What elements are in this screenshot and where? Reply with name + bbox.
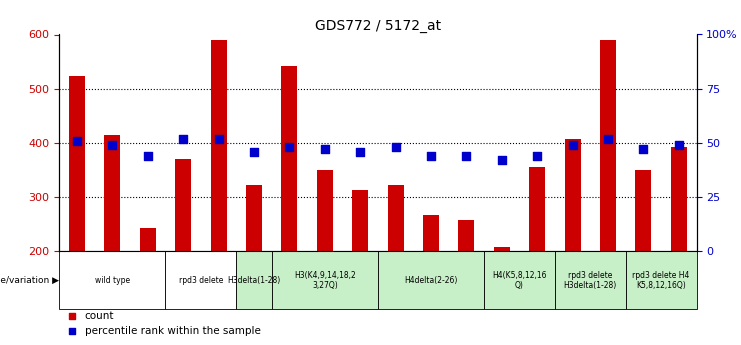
Bar [165,252,236,309]
Point [213,136,225,141]
Text: rpd3 delete H4
K5,8,12,16Q): rpd3 delete H4 K5,8,12,16Q) [633,270,690,290]
Point [602,136,614,141]
Point [637,147,649,152]
Point [107,142,119,148]
Bar [272,252,378,309]
Bar [282,67,297,252]
Point [567,142,579,148]
Bar [236,252,272,309]
Text: genotype/variation ▶: genotype/variation ▶ [0,276,59,285]
Bar [352,190,368,252]
Bar [388,185,404,252]
Bar [459,220,474,252]
Bar [529,167,545,252]
Bar [104,135,120,252]
Point [673,142,685,148]
Bar [317,170,333,252]
Bar [565,139,581,252]
Point [425,153,437,159]
Bar [175,159,191,252]
Bar [246,185,262,252]
Point [71,138,83,144]
Text: H3(K4,9,14,18,2
3,27Q): H3(K4,9,14,18,2 3,27Q) [294,270,356,290]
Point [319,147,330,152]
Text: percentile rank within the sample: percentile rank within the sample [84,326,261,336]
Bar [69,76,85,252]
Text: H4delta(2-26): H4delta(2-26) [405,276,458,285]
Text: wild type: wild type [95,276,130,285]
Point [460,153,472,159]
Point [496,158,508,163]
Bar [600,40,616,252]
Bar [378,252,484,309]
Point [142,153,153,159]
Point [66,314,78,319]
Point [177,136,189,141]
Point [248,149,260,154]
Bar [625,252,697,309]
Point [284,145,296,150]
Bar [484,252,555,309]
Point [66,328,78,334]
Bar [210,40,227,252]
Bar [423,215,439,252]
Bar [555,252,625,309]
Bar [671,147,687,252]
Point [390,145,402,150]
Point [354,149,366,154]
Bar [636,170,651,252]
Bar [59,252,165,309]
Text: H4(K5,8,12,16
Q): H4(K5,8,12,16 Q) [492,270,547,290]
Text: count: count [84,312,114,322]
Text: rpd3 delete
H3delta(1-28): rpd3 delete H3delta(1-28) [564,270,617,290]
Text: H3delta(1-28): H3delta(1-28) [227,276,281,285]
Text: rpd3 delete: rpd3 delete [179,276,223,285]
Bar [494,247,510,252]
Point [531,153,543,159]
Title: GDS772 / 5172_at: GDS772 / 5172_at [315,19,441,33]
Bar [140,228,156,252]
